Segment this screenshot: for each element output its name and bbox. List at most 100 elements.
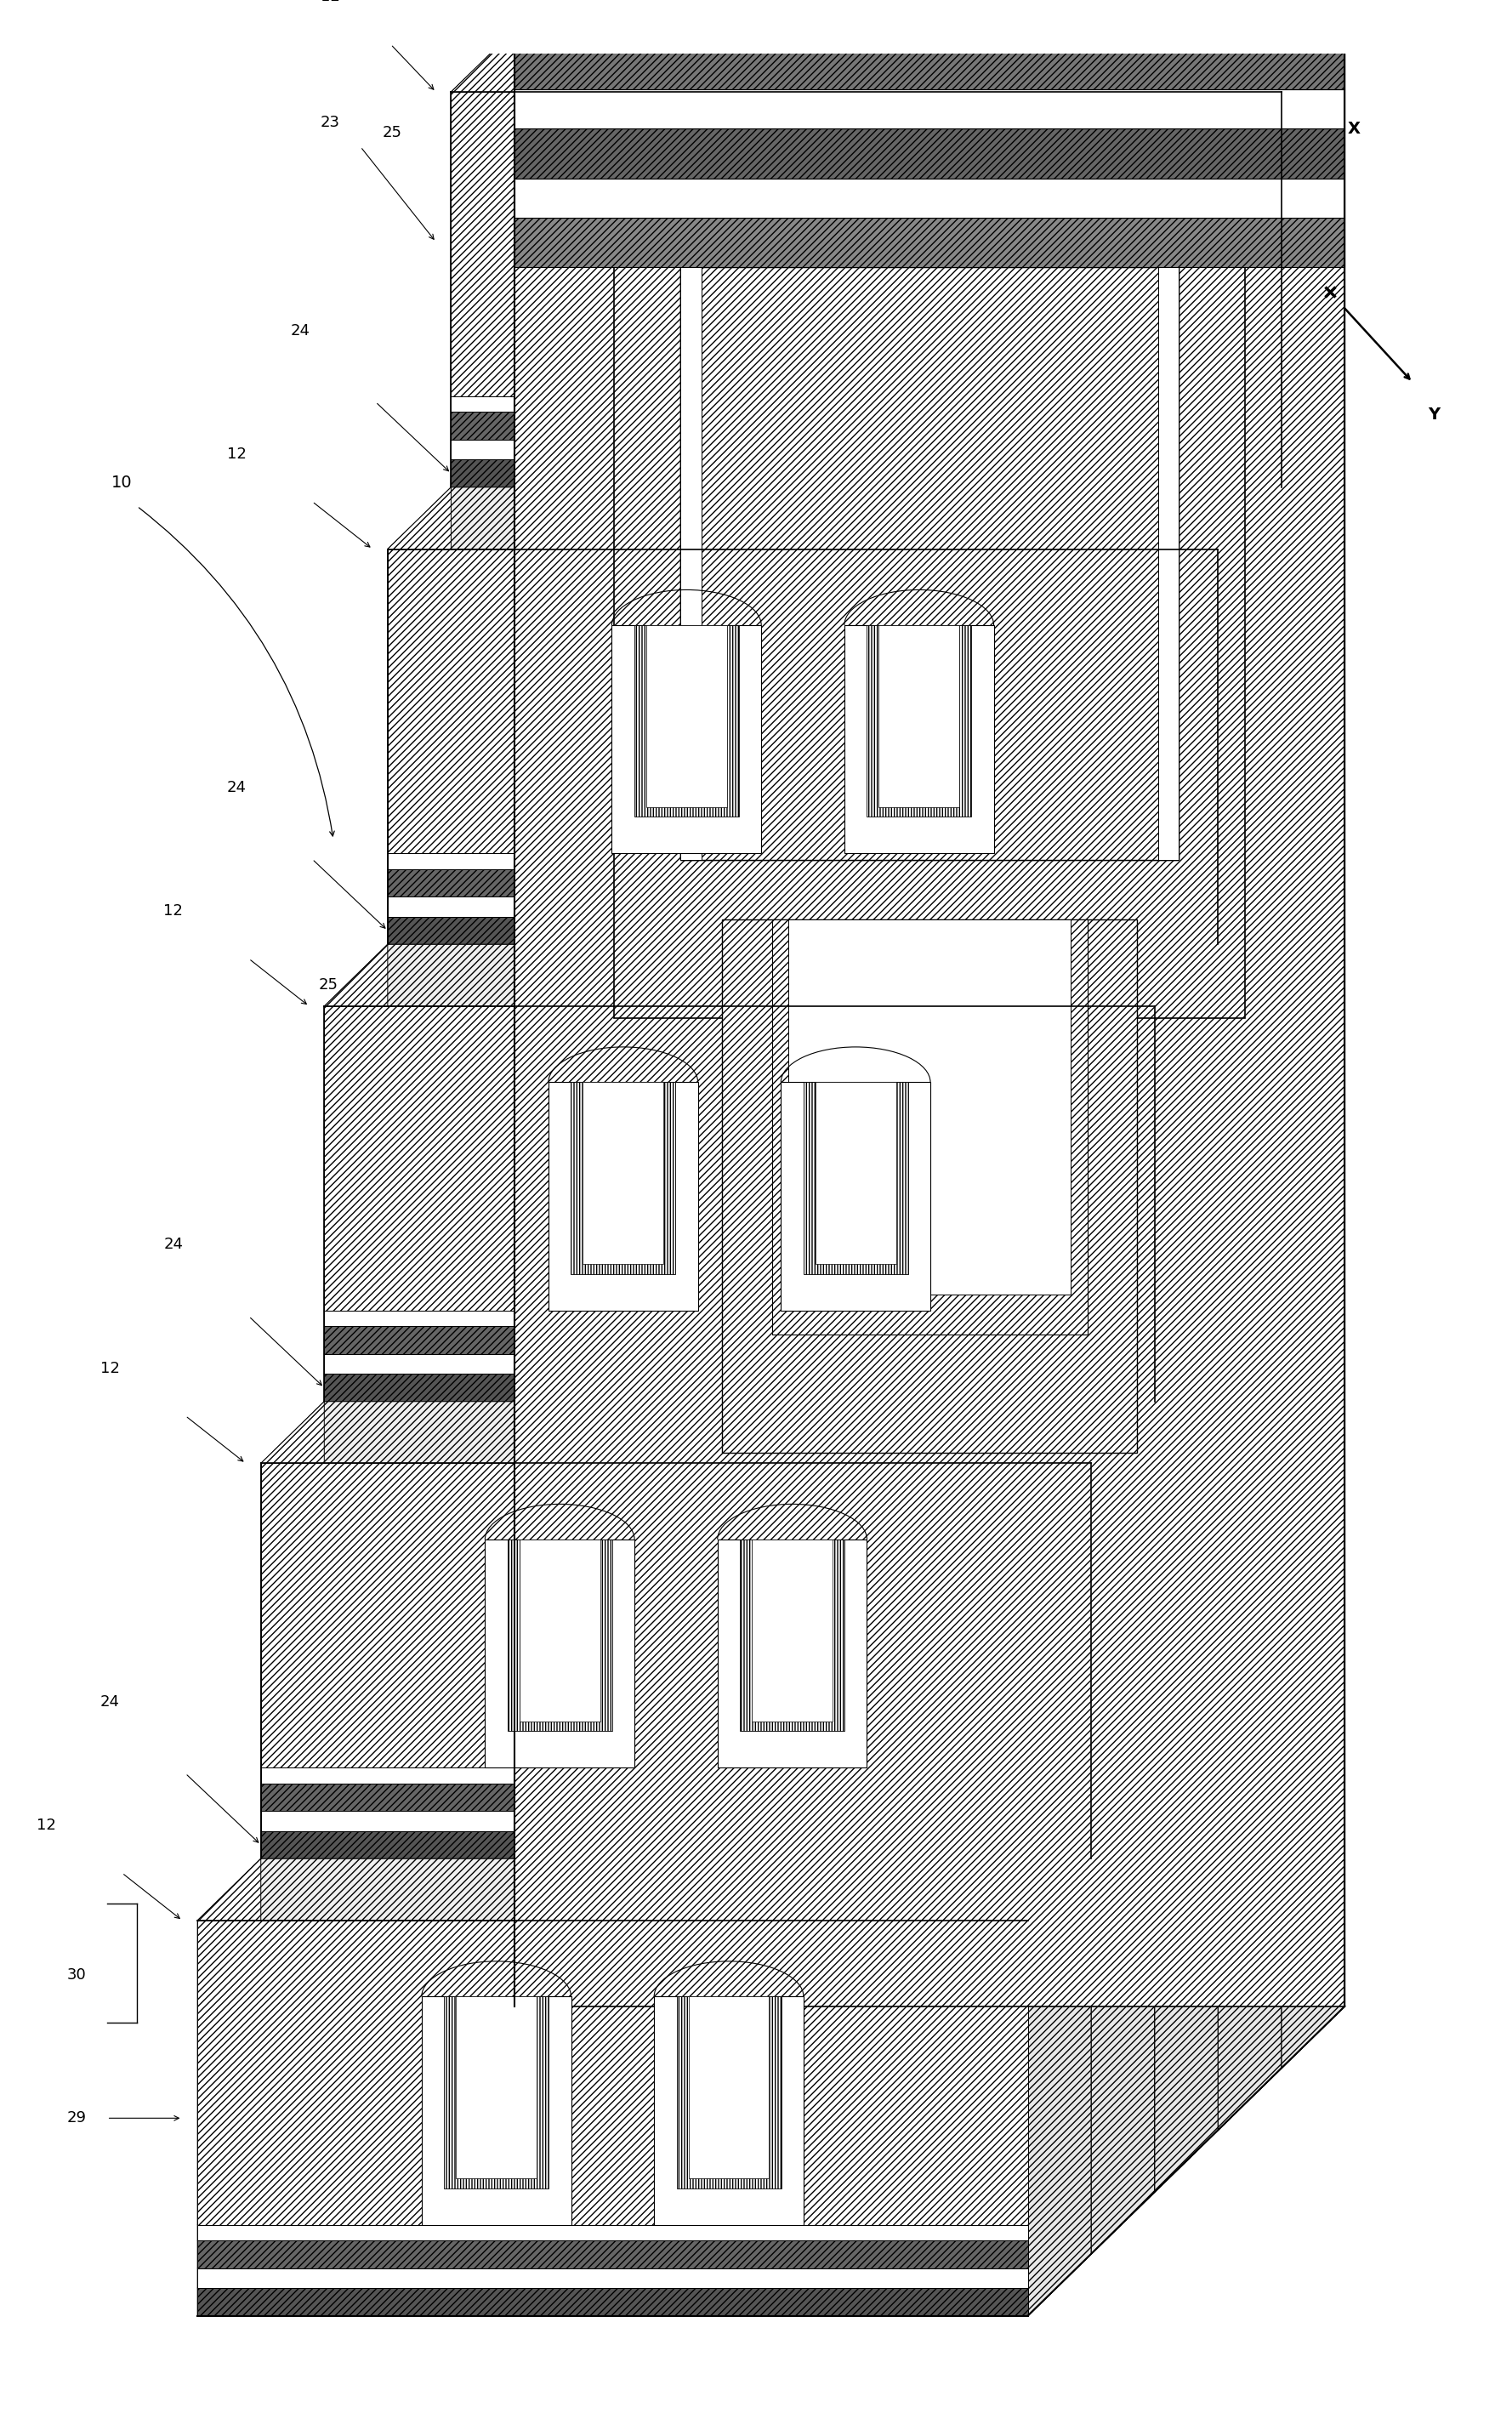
Polygon shape [514, 29, 1344, 2007]
Polygon shape [198, 1920, 1028, 2224]
Polygon shape [549, 1082, 699, 1311]
Polygon shape [451, 29, 514, 397]
Polygon shape [387, 896, 1219, 916]
Polygon shape [514, 217, 1344, 268]
Polygon shape [582, 1082, 664, 1264]
Text: 22: 22 [836, 110, 856, 124]
Text: 24: 24 [227, 780, 246, 794]
Polygon shape [387, 855, 451, 945]
Polygon shape [387, 792, 451, 870]
Text: 28: 28 [987, 1535, 1007, 1549]
Polygon shape [485, 1540, 635, 1769]
Polygon shape [262, 1464, 1092, 1769]
Polygon shape [324, 1374, 1155, 1401]
Polygon shape [262, 1401, 324, 1769]
Text: 30: 30 [67, 1968, 86, 1983]
Polygon shape [451, 378, 514, 460]
Text: 12: 12 [227, 446, 246, 460]
Polygon shape [387, 806, 451, 896]
Polygon shape [387, 870, 1219, 896]
Text: 16: 16 [754, 110, 773, 124]
Text: 26: 26 [1030, 699, 1049, 714]
Polygon shape [1092, 1401, 1155, 2253]
Polygon shape [387, 836, 451, 916]
Polygon shape [457, 1998, 537, 2178]
Polygon shape [262, 1812, 1092, 1832]
Polygon shape [387, 916, 1219, 945]
Polygon shape [387, 487, 451, 853]
Text: Z: Z [1190, 224, 1202, 241]
Text: 24: 24 [100, 1695, 119, 1710]
Polygon shape [514, 0, 1344, 39]
Polygon shape [262, 1705, 324, 1783]
Polygon shape [520, 1540, 600, 1722]
Text: 12: 12 [163, 904, 183, 918]
Text: X: X [1347, 122, 1361, 136]
Polygon shape [198, 2163, 262, 2241]
Polygon shape [324, 1325, 1155, 1354]
Polygon shape [680, 268, 1179, 860]
Polygon shape [1028, 29, 1344, 2317]
Polygon shape [324, 945, 1219, 1006]
Text: 12: 12 [321, 0, 340, 5]
Text: 12: 12 [100, 1359, 119, 1376]
Polygon shape [780, 1082, 930, 1311]
Polygon shape [844, 626, 993, 853]
Polygon shape [878, 626, 960, 806]
Polygon shape [387, 853, 1219, 870]
Polygon shape [387, 487, 1281, 548]
Polygon shape [634, 626, 739, 816]
Polygon shape [198, 2268, 1028, 2287]
Polygon shape [788, 918, 1070, 1296]
Polygon shape [614, 268, 1244, 1018]
Text: 23: 23 [321, 114, 340, 132]
Polygon shape [324, 1006, 1155, 1311]
Text: 25: 25 [319, 977, 339, 991]
Polygon shape [262, 1783, 1092, 1812]
Polygon shape [198, 2241, 1028, 2268]
Polygon shape [646, 626, 727, 806]
Polygon shape [262, 1769, 1092, 1783]
Polygon shape [751, 1540, 833, 1722]
Text: 12: 12 [36, 1817, 56, 1832]
Polygon shape [451, 397, 1281, 412]
Text: 24: 24 [290, 324, 310, 339]
Polygon shape [680, 268, 702, 860]
Polygon shape [324, 1313, 387, 1401]
Text: 26: 26 [903, 1613, 922, 1630]
Text: 27: 27 [1002, 110, 1022, 124]
Polygon shape [514, 90, 1344, 129]
Polygon shape [198, 2287, 1028, 2317]
Polygon shape [815, 1082, 897, 1264]
Text: Y: Y [1427, 407, 1439, 421]
Polygon shape [866, 626, 971, 816]
Polygon shape [422, 1998, 572, 2224]
Polygon shape [324, 1291, 387, 1374]
Polygon shape [676, 1998, 782, 2188]
Text: 18: 18 [936, 110, 956, 124]
Text: 26: 26 [762, 2244, 780, 2261]
Polygon shape [451, 29, 1344, 93]
Polygon shape [324, 1354, 1155, 1374]
Polygon shape [572, 1082, 676, 1274]
Polygon shape [324, 1264, 387, 1354]
Polygon shape [771, 918, 1087, 1335]
Polygon shape [445, 1998, 549, 2188]
Polygon shape [198, 1859, 262, 2224]
Polygon shape [514, 178, 1344, 217]
Text: 25: 25 [383, 124, 402, 141]
Polygon shape [1155, 945, 1219, 2192]
Polygon shape [655, 1998, 803, 2224]
Polygon shape [198, 2224, 1028, 2241]
Polygon shape [718, 1540, 866, 1769]
Polygon shape [262, 1401, 1155, 1464]
Text: 26: 26 [839, 2071, 859, 2085]
Text: 28: 28 [924, 1993, 943, 2007]
Polygon shape [324, 945, 387, 1311]
Polygon shape [262, 1832, 1092, 1859]
Polygon shape [451, 441, 1281, 460]
Text: 21: 21 [1305, 616, 1325, 631]
Polygon shape [198, 2207, 262, 2287]
Polygon shape [451, 351, 514, 441]
Polygon shape [262, 1749, 324, 1832]
